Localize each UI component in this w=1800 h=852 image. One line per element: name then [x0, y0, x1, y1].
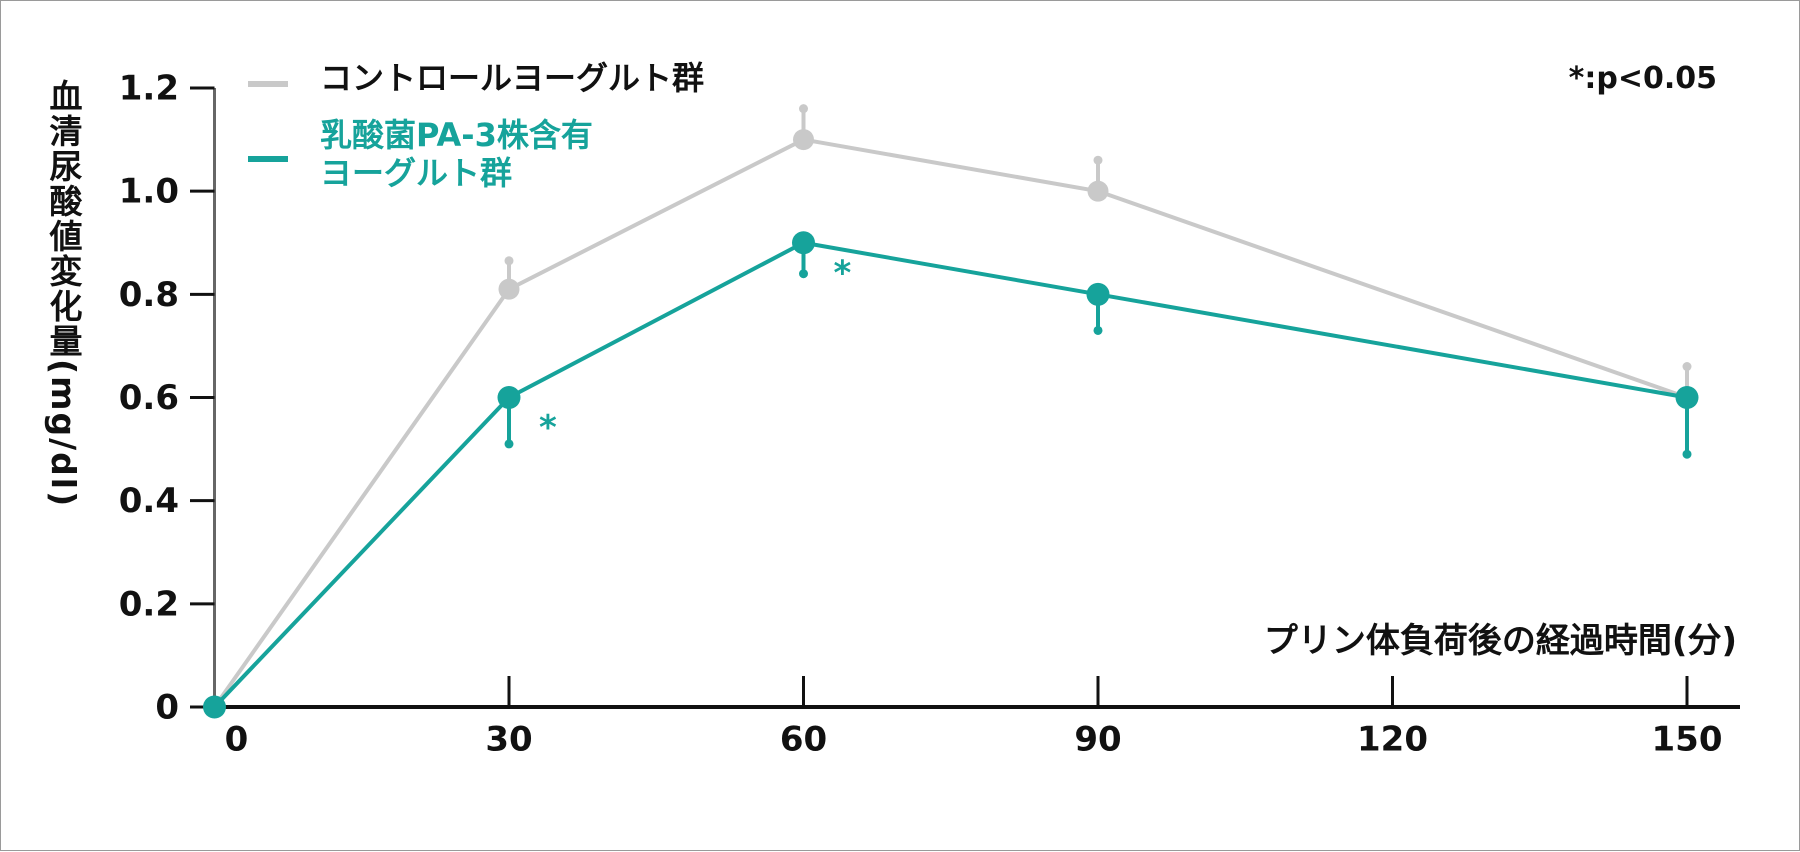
significance-mark: * [539, 408, 557, 448]
x-tick-label: 120 [1357, 720, 1428, 760]
data-point [497, 386, 521, 409]
error-cap [504, 439, 514, 449]
error-cap [1093, 325, 1103, 335]
data-point [203, 695, 226, 719]
legend-label: コントロールヨーグルト群 [320, 59, 705, 97]
legend-label: 乳酸菌PA-3株含有 ヨーグルト群 [320, 116, 593, 192]
y-axis-label: 血清尿酸値変化量(mg/dl) [44, 79, 83, 509]
x-tick-label: 30 [485, 720, 532, 760]
significance-mark: * [834, 253, 852, 293]
x-tick-label: 90 [1074, 720, 1121, 760]
x-tick-label: 0 [225, 720, 249, 760]
data-point [1675, 386, 1699, 409]
y-tick-label: 0.6 [119, 378, 179, 418]
significance-note: *:p<0.05 [1568, 61, 1717, 96]
y-tick-label: 0.8 [119, 275, 179, 315]
y-tick-label: 0.2 [119, 584, 179, 624]
x-axis-label: プリン体負荷後の経過時間(分) [1263, 621, 1737, 661]
y-tick-label: 0 [155, 688, 179, 728]
x-tick-label: 150 [1652, 720, 1723, 760]
error-cap [799, 269, 808, 279]
data-point [793, 129, 814, 151]
data-point [498, 278, 520, 300]
y-tick-label: 1.2 [119, 69, 179, 109]
data-point [792, 231, 815, 255]
error-cap [504, 256, 514, 266]
error-cap [799, 104, 808, 114]
error-cap [1093, 155, 1103, 165]
x-tick-label: 60 [780, 720, 827, 760]
y-tick-label: 1.0 [119, 172, 179, 212]
error-cap [1682, 449, 1692, 459]
data-point [1086, 282, 1110, 306]
error-cap [1682, 362, 1692, 372]
y-tick-label: 0.4 [119, 481, 179, 521]
data-point [1087, 180, 1109, 202]
